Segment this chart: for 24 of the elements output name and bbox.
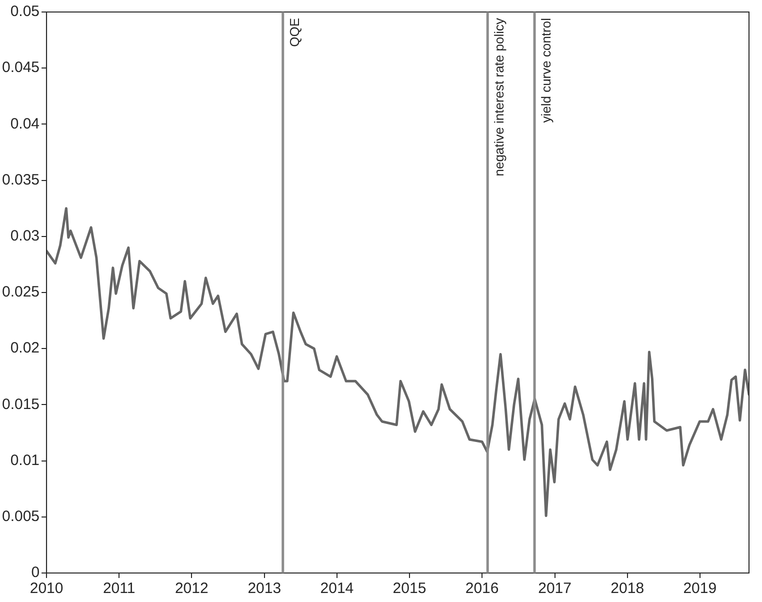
y-tick-label: 0.045 (2, 59, 40, 76)
ref-line-label: negative interest rate policy (492, 18, 507, 176)
y-tick-label: 0.01 (10, 452, 40, 469)
x-tick-label: 2011 (102, 580, 136, 598)
ref-line-label: QQE (286, 18, 302, 47)
y-tick-label: 0.02 (10, 340, 40, 357)
x-tick-label: 2010 (30, 580, 64, 598)
y-tick-label: 0.005 (2, 508, 40, 526)
x-tick-label: 2012 (174, 580, 208, 598)
x-tick-label: 2015 (392, 580, 426, 598)
x-tick-label: 2014 (320, 580, 354, 598)
ref-line-label: yield curve control (538, 18, 554, 123)
x-tick-label: 2017 (538, 580, 572, 598)
y-tick-label: 0.03 (10, 228, 40, 245)
x-tick-label: 2019 (683, 580, 717, 598)
y-tick-label: 0.04 (10, 115, 40, 132)
y-tick-label: 0.035 (2, 171, 40, 188)
x-tick-label: 2013 (248, 580, 282, 598)
y-tick-label: 0.015 (2, 396, 40, 413)
x-tick-label: 2018 (610, 580, 644, 598)
y-tick-label: 0.05 (10, 3, 40, 20)
y-tick-label: 0 (31, 564, 40, 582)
x-tick-label: 2016 (465, 580, 499, 598)
y-tick-label: 0.025 (2, 284, 40, 301)
